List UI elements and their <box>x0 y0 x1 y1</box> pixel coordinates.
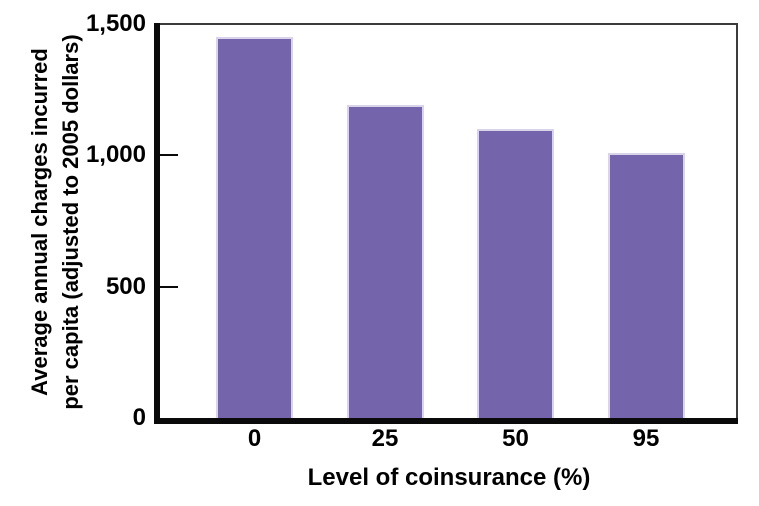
y-tick-mark-1000 <box>160 154 178 157</box>
bar-coinsurance-25 <box>346 105 424 418</box>
x-tick-label-50: 50 <box>502 425 529 452</box>
bar-coinsurance-95 <box>607 153 685 418</box>
plot-frame-top <box>160 23 738 25</box>
x-tick-label-95: 95 <box>632 425 660 452</box>
y-tick-label-500: 500 <box>105 272 146 300</box>
x-tick-label-0: 0 <box>247 425 262 452</box>
y-axis-line <box>154 23 160 424</box>
plot-frame-right <box>736 23 738 421</box>
y-tick-label-1000: 1,000 <box>85 141 146 169</box>
bar-coinsurance-0 <box>216 37 293 418</box>
x-tick-label-25: 25 <box>371 425 399 452</box>
x-axis-title: Level of coinsurance (%) <box>307 464 591 491</box>
y-axis-title-line-1: Average annual charges incurred <box>27 48 52 396</box>
x-axis-line <box>154 418 738 424</box>
y-tick-mark-500 <box>160 285 178 288</box>
plot-area <box>160 24 738 418</box>
y-axis-title: Average annual charges incurred per capi… <box>24 34 86 409</box>
y-tick-label-0: 0 <box>132 404 146 431</box>
y-tick-label-1500: 1,500 <box>85 10 146 37</box>
y-axis-title-line-2: per capita (adjusted to 2005 dollars) <box>58 34 83 410</box>
bar-coinsurance-50 <box>477 129 554 418</box>
